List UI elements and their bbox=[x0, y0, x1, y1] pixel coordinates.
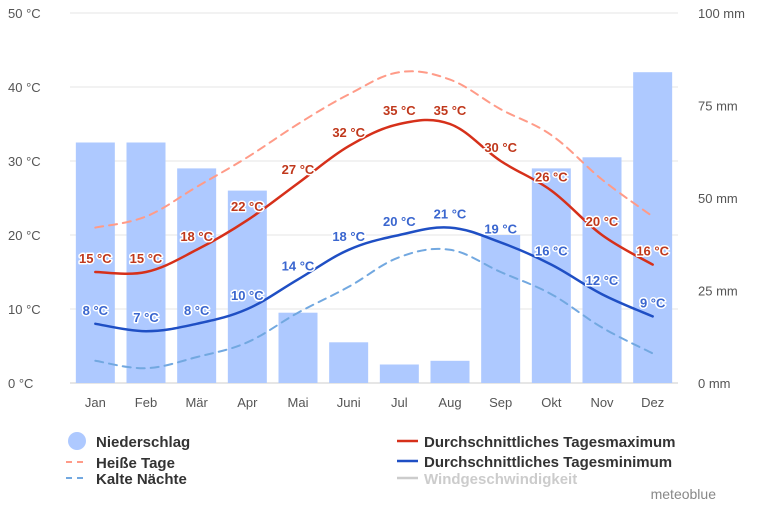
axes: 0 °C 10 °C 20 °C 30 °C 40 °C 50 °C 0 mm 25 mm 50… bbox=[8, 6, 745, 410]
precipitation-bar bbox=[75, 142, 115, 383]
watermark: meteoblue bbox=[651, 486, 717, 502]
x-tick-label: Nov bbox=[590, 395, 614, 410]
precipitation-bar bbox=[278, 312, 318, 383]
max-temp-label: 27 °C bbox=[282, 162, 315, 177]
temperature-lines bbox=[94, 70, 654, 370]
legend-item-precipitation[interactable]: Niederschlag bbox=[68, 432, 190, 451]
precipitation-bar bbox=[633, 72, 673, 383]
min-temp-label: 19 °C bbox=[484, 221, 517, 236]
legend-label-wind: Windgeschwindigkeit bbox=[424, 471, 577, 488]
legend-label-hot-days: Heiße Tage bbox=[96, 455, 175, 472]
x-tick-label: Aug bbox=[438, 395, 461, 410]
y-right-tick-label: 75 mm bbox=[698, 99, 738, 114]
max-temp-label: 32 °C bbox=[332, 125, 365, 140]
legend-item-max-temp[interactable]: Durchschnittliches Tagesmaximum bbox=[397, 434, 675, 451]
max-temp-label: 20 °C bbox=[586, 214, 619, 229]
y-left-tick-label: 0 °C bbox=[8, 376, 33, 391]
min-temp-label: 21 °C bbox=[434, 207, 467, 222]
x-tick-label: Juni bbox=[337, 395, 361, 410]
min-temp-line bbox=[94, 226, 654, 333]
y-right-tick-label: 25 mm bbox=[698, 284, 738, 299]
min-temp-label: 20 °C bbox=[383, 214, 416, 229]
min-temp-label: 16 °C bbox=[535, 244, 568, 259]
gridlines bbox=[70, 12, 678, 384]
x-tick-label: Apr bbox=[237, 395, 258, 410]
precipitation-bar bbox=[329, 342, 369, 383]
max-temp-label: 26 °C bbox=[535, 170, 568, 185]
x-tick-label: Mär bbox=[185, 395, 208, 410]
max-temp-label: 22 °C bbox=[231, 199, 264, 214]
precipitation-bar bbox=[430, 360, 470, 383]
min-temp-label: 8 °C bbox=[184, 303, 210, 318]
y-right-tick-label: 100 mm bbox=[698, 6, 745, 21]
precipitation-bar bbox=[177, 168, 217, 383]
cold-nights-line bbox=[94, 247, 654, 370]
min-temp-label: 14 °C bbox=[282, 258, 315, 273]
y-left-tick-label: 40 °C bbox=[8, 80, 41, 95]
min-temp-label: 8 °C bbox=[83, 303, 109, 318]
min-temp-label: 12 °C bbox=[586, 273, 619, 288]
precipitation-bar bbox=[582, 157, 622, 383]
max-temp-label: 35 °C bbox=[434, 103, 467, 118]
max-temp-label: 15 °C bbox=[130, 251, 163, 266]
max-temp-line bbox=[94, 118, 654, 276]
legend-label-precipitation: Niederschlag bbox=[96, 434, 190, 451]
min-temp-label: 9 °C bbox=[640, 295, 666, 310]
max-temp-label: 30 °C bbox=[484, 140, 517, 155]
x-tick-label: Sep bbox=[489, 395, 512, 410]
min-temp-label: 18 °C bbox=[332, 229, 365, 244]
legend-item-hot-days[interactable]: Heiße Tage bbox=[66, 455, 175, 472]
min-temp-label: 7 °C bbox=[133, 310, 159, 325]
x-tick-label: Okt bbox=[541, 395, 562, 410]
precipitation-bar bbox=[227, 190, 267, 383]
precipitation-bar bbox=[126, 142, 166, 383]
max-temp-label: 15 °C bbox=[79, 251, 112, 266]
max-temp-label: 35 °C bbox=[383, 103, 416, 118]
precipitation-bar bbox=[379, 364, 419, 383]
max-temp-label: 18 °C bbox=[180, 229, 213, 244]
x-tick-label: Mai bbox=[288, 395, 309, 410]
y-right-tick-label: 50 mm bbox=[698, 191, 738, 206]
y-left-tick-label: 10 °C bbox=[8, 302, 41, 317]
y-right-tick-label: 0 mm bbox=[698, 376, 731, 391]
x-tick-label: Jul bbox=[391, 395, 408, 410]
y-left-tick-label: 30 °C bbox=[8, 154, 41, 169]
legend-label-max-temp: Durchschnittliches Tagesmaximum bbox=[424, 434, 675, 451]
y-left-tick-label: 20 °C bbox=[8, 228, 41, 243]
data-labels: 15 °C 15 °C 18 °C 22 °C 27 °C 32 °C 35 °C 35 °C… bbox=[77, 102, 671, 327]
legend: Niederschlag Heiße Tage Kalte Nächte Dur… bbox=[66, 432, 675, 488]
legend-item-cold-nights[interactable]: Kalte Nächte bbox=[66, 471, 187, 488]
x-tick-label: Dez bbox=[641, 395, 664, 410]
legend-item-min-temp[interactable]: Durchschnittliches Tagesminimum bbox=[397, 454, 672, 471]
legend-label-min-temp: Durchschnittliches Tagesminimum bbox=[424, 454, 672, 471]
x-tick-label: Jan bbox=[85, 395, 106, 410]
hot-days-line bbox=[94, 70, 654, 229]
max-temp-label: 16 °C bbox=[636, 244, 669, 259]
legend-item-wind[interactable]: Windgeschwindigkeit bbox=[397, 471, 577, 488]
precipitation-bar bbox=[531, 168, 571, 383]
precipitation-bar bbox=[481, 235, 521, 383]
y-left-tick-label: 50 °C bbox=[8, 6, 41, 21]
legend-label-cold-nights: Kalte Nächte bbox=[96, 471, 187, 488]
x-tick-label: Feb bbox=[135, 395, 157, 410]
min-temp-label: 10 °C bbox=[231, 288, 264, 303]
precipitation-bars bbox=[75, 72, 673, 383]
legend-marker-precipitation bbox=[68, 432, 86, 450]
